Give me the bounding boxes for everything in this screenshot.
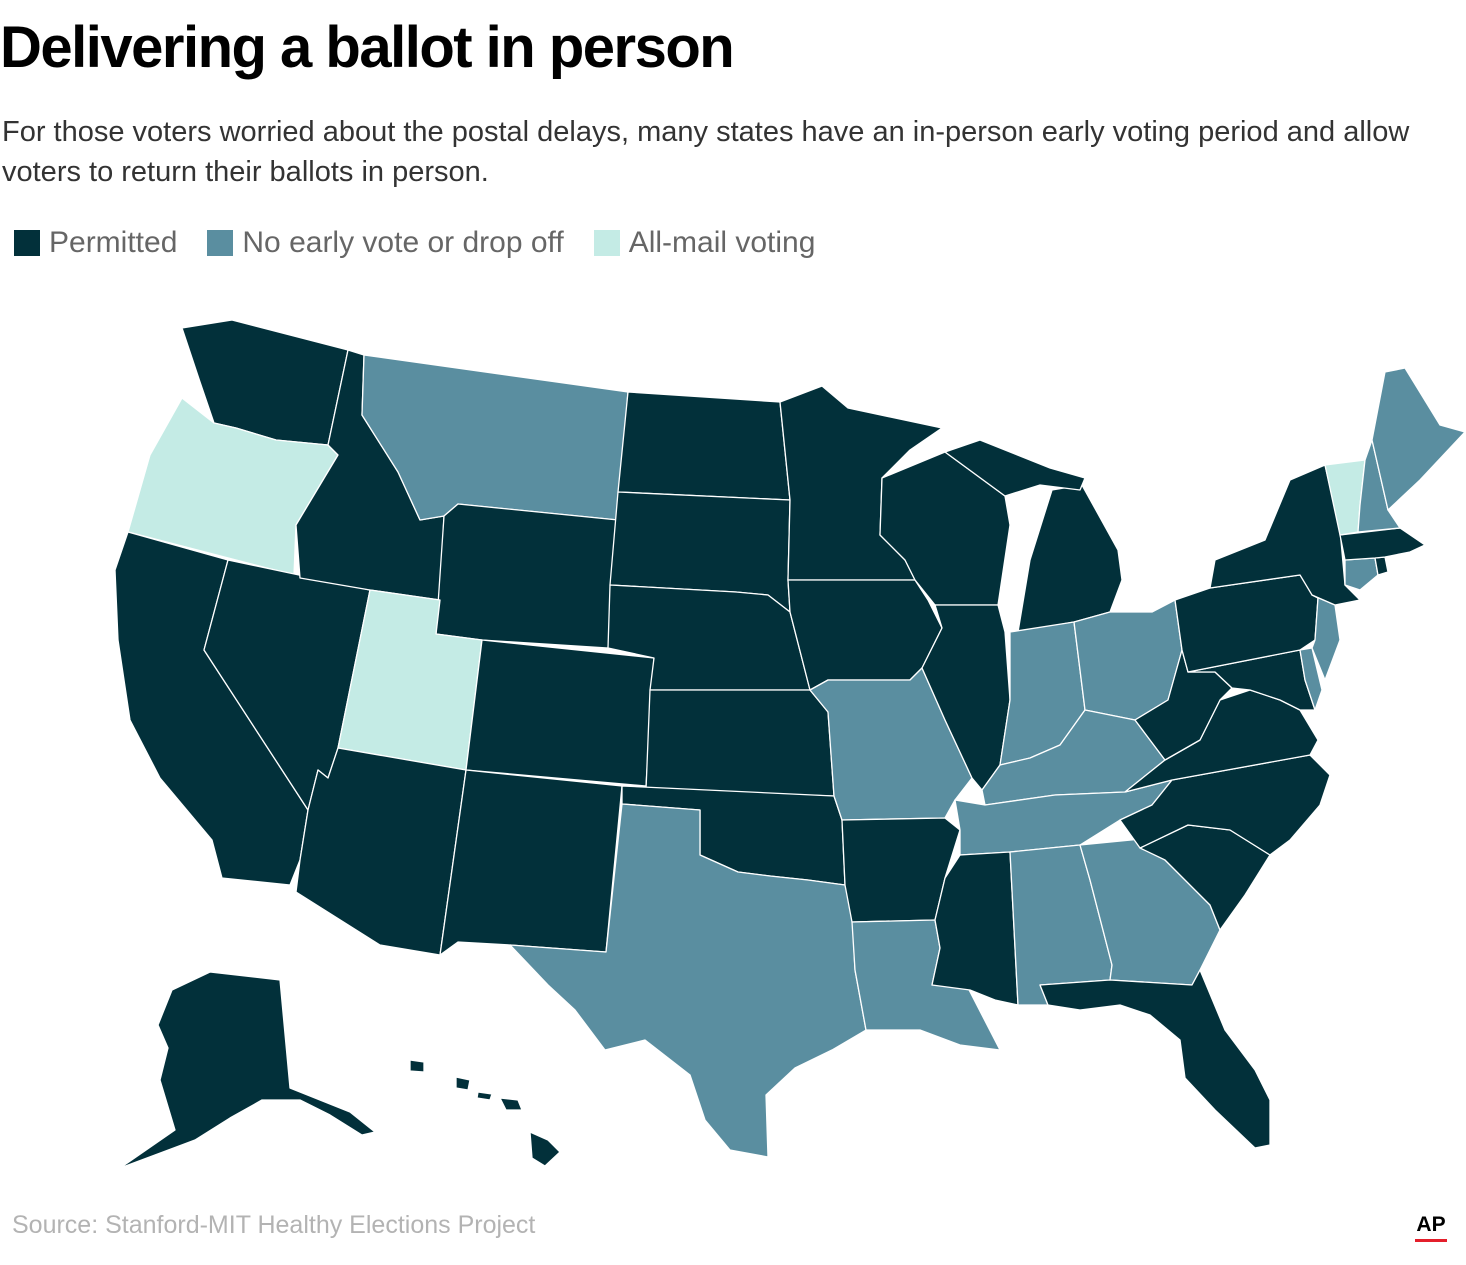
- state-hawaii-oahu[interactable]: [455, 1076, 471, 1091]
- state-hawaii-big-island[interactable]: [529, 1131, 561, 1167]
- ap-logo-bar: [1415, 1239, 1447, 1242]
- state-north-dakota[interactable]: [617, 391, 791, 501]
- state-rhode-island[interactable]: [1374, 556, 1389, 576]
- state-new-mexico[interactable]: [439, 769, 623, 956]
- state-alaska[interactable]: [119, 971, 376, 1169]
- ap-logo-text: AP: [1416, 1213, 1446, 1236]
- state-maine[interactable]: [1371, 367, 1466, 511]
- legend-item-no-early-vote: No early vote or drop off: [207, 226, 564, 260]
- legend-item-permitted: Permitted: [14, 226, 177, 260]
- legend: Permitted No early vote or drop off All-…: [14, 226, 845, 260]
- hawaii: [409, 1059, 561, 1167]
- lower-48-states: [114, 319, 1466, 1158]
- state-arizona[interactable]: [295, 747, 467, 956]
- state-wyoming[interactable]: [435, 503, 619, 649]
- legend-label-permitted: Permitted: [49, 226, 178, 259]
- state-missouri[interactable]: [809, 667, 973, 821]
- state-michigan-lower[interactable]: [1017, 484, 1123, 633]
- legend-item-all-mail: All-mail voting: [593, 226, 816, 260]
- state-kansas[interactable]: [645, 689, 835, 797]
- legend-swatch-permitted: [14, 230, 40, 256]
- legend-label-all-mail: All-mail voting: [628, 226, 816, 259]
- state-new-jersey[interactable]: [1311, 594, 1341, 681]
- chart-subtitle: For those voters worried about the posta…: [2, 116, 1410, 188]
- legend-label-no-early-vote: No early vote or drop off: [242, 226, 564, 259]
- state-michigan-upper[interactable]: [944, 439, 1086, 497]
- legend-swatch-all-mail: [593, 230, 620, 256]
- state-florida[interactable]: [1039, 969, 1271, 1149]
- state-new-york[interactable]: [1209, 464, 1361, 606]
- state-connecticut[interactable]: [1344, 557, 1379, 591]
- legend-swatch-no-early-vote: [207, 230, 234, 256]
- ap-logo: AP: [1415, 1213, 1447, 1242]
- state-hawaii-molokai[interactable]: [476, 1091, 493, 1101]
- state-massachusetts[interactable]: [1339, 527, 1426, 561]
- state-delaware[interactable]: [1299, 647, 1323, 711]
- state-colorado[interactable]: [465, 639, 655, 787]
- chart-title: Delivering a ballot in person: [0, 15, 735, 80]
- alaska: [119, 971, 376, 1169]
- state-hawaii-maui[interactable]: [499, 1097, 523, 1111]
- state-hawaii-kauai[interactable]: [409, 1059, 425, 1073]
- source-note: Source: Stanford-MIT Healthy Elections P…: [12, 1211, 536, 1239]
- state-texas[interactable]: [509, 803, 867, 1158]
